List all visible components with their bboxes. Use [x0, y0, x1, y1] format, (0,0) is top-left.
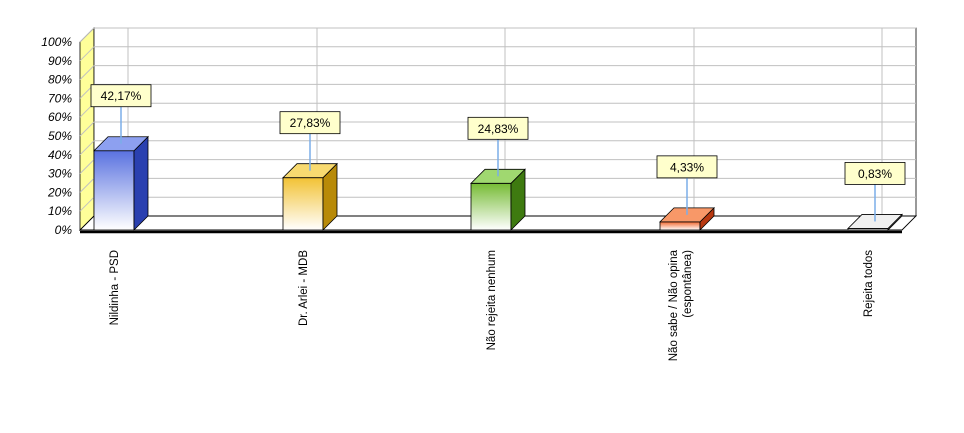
y-tick-label: 80% [48, 73, 72, 87]
y-tick-label: 50% [48, 129, 72, 143]
bar [470, 168, 526, 231]
data-label: 27,83% [279, 111, 341, 171]
gridline-side [79, 140, 95, 156]
category-label: Não sabe / Não opina (espontânea) [668, 249, 694, 361]
category-label-line: Rejeita todos [863, 250, 875, 317]
category-label-line: Nildinha - PSD [109, 250, 121, 325]
y-tick-label: 0% [55, 223, 73, 237]
gridline-side [79, 196, 95, 212]
y-tick-label: 20% [47, 185, 72, 199]
data-label-box [90, 84, 152, 108]
category-label: Dr. Arlei - MDB [298, 250, 310, 326]
bar-front [659, 221, 701, 231]
data-label-box [656, 155, 718, 179]
data-label-text: 27,83% [290, 116, 331, 130]
bar [93, 135, 149, 231]
data-label: 42,17% [90, 84, 152, 144]
data-label-box [467, 116, 529, 140]
y-tick-label: 30% [48, 167, 72, 181]
data-label-text: 0,83% [858, 167, 892, 181]
data-label-box [279, 111, 341, 135]
data-label-box [844, 162, 906, 185]
gridline-side [79, 159, 95, 174]
gridline-side [79, 46, 95, 62]
data-label-text: 42,17% [101, 89, 142, 103]
category-label: Não rejeita nenhum [486, 250, 498, 350]
data-labels: 42,17% 27,83% 24,83% 4,33% 0,83% [90, 84, 906, 222]
bar-front [282, 177, 324, 231]
bar-front [93, 150, 135, 231]
data-label-text: 24,83% [478, 122, 519, 136]
y-tick-label: 60% [48, 110, 72, 124]
category-label: Rejeita todos [863, 250, 875, 317]
category-label-line: Dr. Arlei - MDB [298, 250, 310, 326]
y-tick-label: 90% [48, 54, 72, 68]
category-label-line: Não rejeita nenhum [486, 250, 498, 350]
gridline-side [79, 121, 95, 137]
bar-front [470, 182, 512, 231]
data-label: 24,83% [467, 116, 529, 177]
category-label: Nildinha - PSD [109, 250, 121, 325]
gridline-side [79, 65, 95, 80]
bar-side [133, 135, 149, 231]
data-label: 4,33% [656, 155, 718, 215]
y-tick-label: 70% [48, 91, 72, 105]
gridlines [79, 27, 916, 216]
y-tick-label: 100% [41, 35, 72, 49]
y-axis-ticks: 0% 10% 20% 30% 40% 50% 60% 70% 80% 90% 100% [41, 35, 72, 237]
bar [282, 162, 338, 231]
bars [93, 135, 903, 231]
y-tick-label: 40% [48, 148, 72, 162]
category-labels: Nildinha - PSD Dr. Arlei - MDB Não rejeita… [109, 249, 875, 361]
category-label-line: Não sabe / Não opina [668, 249, 680, 361]
gridline-side [79, 178, 95, 193]
category-label-line: (espontânea) [682, 250, 694, 318]
data-label-text: 4,33% [670, 160, 704, 174]
y-tick-label: 10% [48, 204, 72, 218]
gridline-side [79, 27, 95, 43]
data-label: 0,83% [844, 162, 906, 222]
